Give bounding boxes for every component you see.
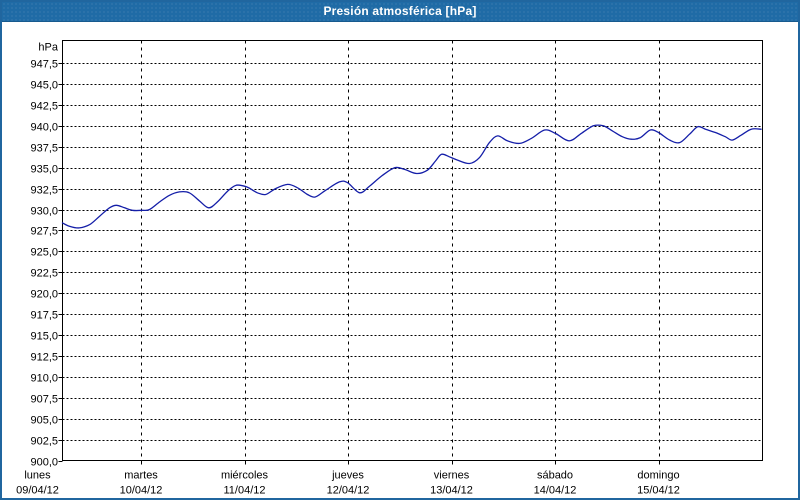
plot-frame <box>62 40 763 461</box>
x-axis-date-label: 14/04/12 <box>534 485 577 497</box>
y-axis-unit-label: hPa <box>38 42 58 54</box>
y-axis-tick-label: 942,5 <box>30 101 58 113</box>
y-axis-tick-label: 940,0 <box>30 122 58 134</box>
y-axis-tick-label: 907,5 <box>30 394 58 406</box>
x-axis-date-label: 09/04/12 <box>16 485 59 497</box>
x-axis-day-label: lunes <box>24 470 51 482</box>
title-bar: Presión atmosférica [hPa] <box>2 2 798 22</box>
y-axis-tick-label: 905,0 <box>30 415 58 427</box>
x-axis-day-label: miércoles <box>221 470 269 482</box>
x-axis-date-label: 13/04/12 <box>430 485 473 497</box>
y-axis-tick-label: 945,0 <box>30 80 58 92</box>
y-axis-tick-label: 922,5 <box>30 268 58 280</box>
y-axis-tick-label: 920,0 <box>30 289 58 301</box>
x-axis-day-label: viernes <box>434 470 470 482</box>
y-axis-tick-label: 910,0 <box>30 373 58 385</box>
y-axis-tick-label: 912,5 <box>30 352 58 364</box>
x-axis-date-label: 15/04/12 <box>637 485 680 497</box>
pressure-line <box>61 124 762 229</box>
pressure-chart: 947,5 945,0 942,5 940,0 937,5 935,0 932,5 930,0… <box>16 40 763 497</box>
y-axis-tick-label: 925,0 <box>30 247 58 259</box>
y-axis-tick-label: 947,5 <box>30 59 58 71</box>
x-axis-date-label: 11/04/12 <box>223 485 265 497</box>
page-title: Presión atmosférica [hPa] <box>323 4 477 18</box>
y-axis-tick-label: 932,5 <box>30 185 58 197</box>
x-axis-day-label: sábado <box>537 470 573 482</box>
y-axis-tick-label: 917,5 <box>30 310 58 322</box>
y-axis-tick-label: 930,0 <box>30 206 58 218</box>
y-axis-tick-label: 937,5 <box>30 143 58 155</box>
y-axis-tick-label: 900,0 <box>30 457 58 469</box>
y-axis-tick-label: 915,0 <box>30 331 58 343</box>
x-axis-day-label: domingo <box>637 470 679 482</box>
chart-area: 947,5 945,0 942,5 940,0 937,5 935,0 932,5 930,0… <box>2 22 798 498</box>
x-axis-day-label: martes <box>124 470 158 482</box>
x-axis-date-label: 12/04/12 <box>327 485 370 497</box>
x-axis-day-label: jueves <box>331 470 364 482</box>
y-axis-tick-label: 902,5 <box>30 436 58 448</box>
x-axis-date-label: 10/04/12 <box>120 485 163 497</box>
y-axis-tick-label: 935,0 <box>30 164 58 176</box>
y-axis-tick-label: 927,5 <box>30 226 58 238</box>
